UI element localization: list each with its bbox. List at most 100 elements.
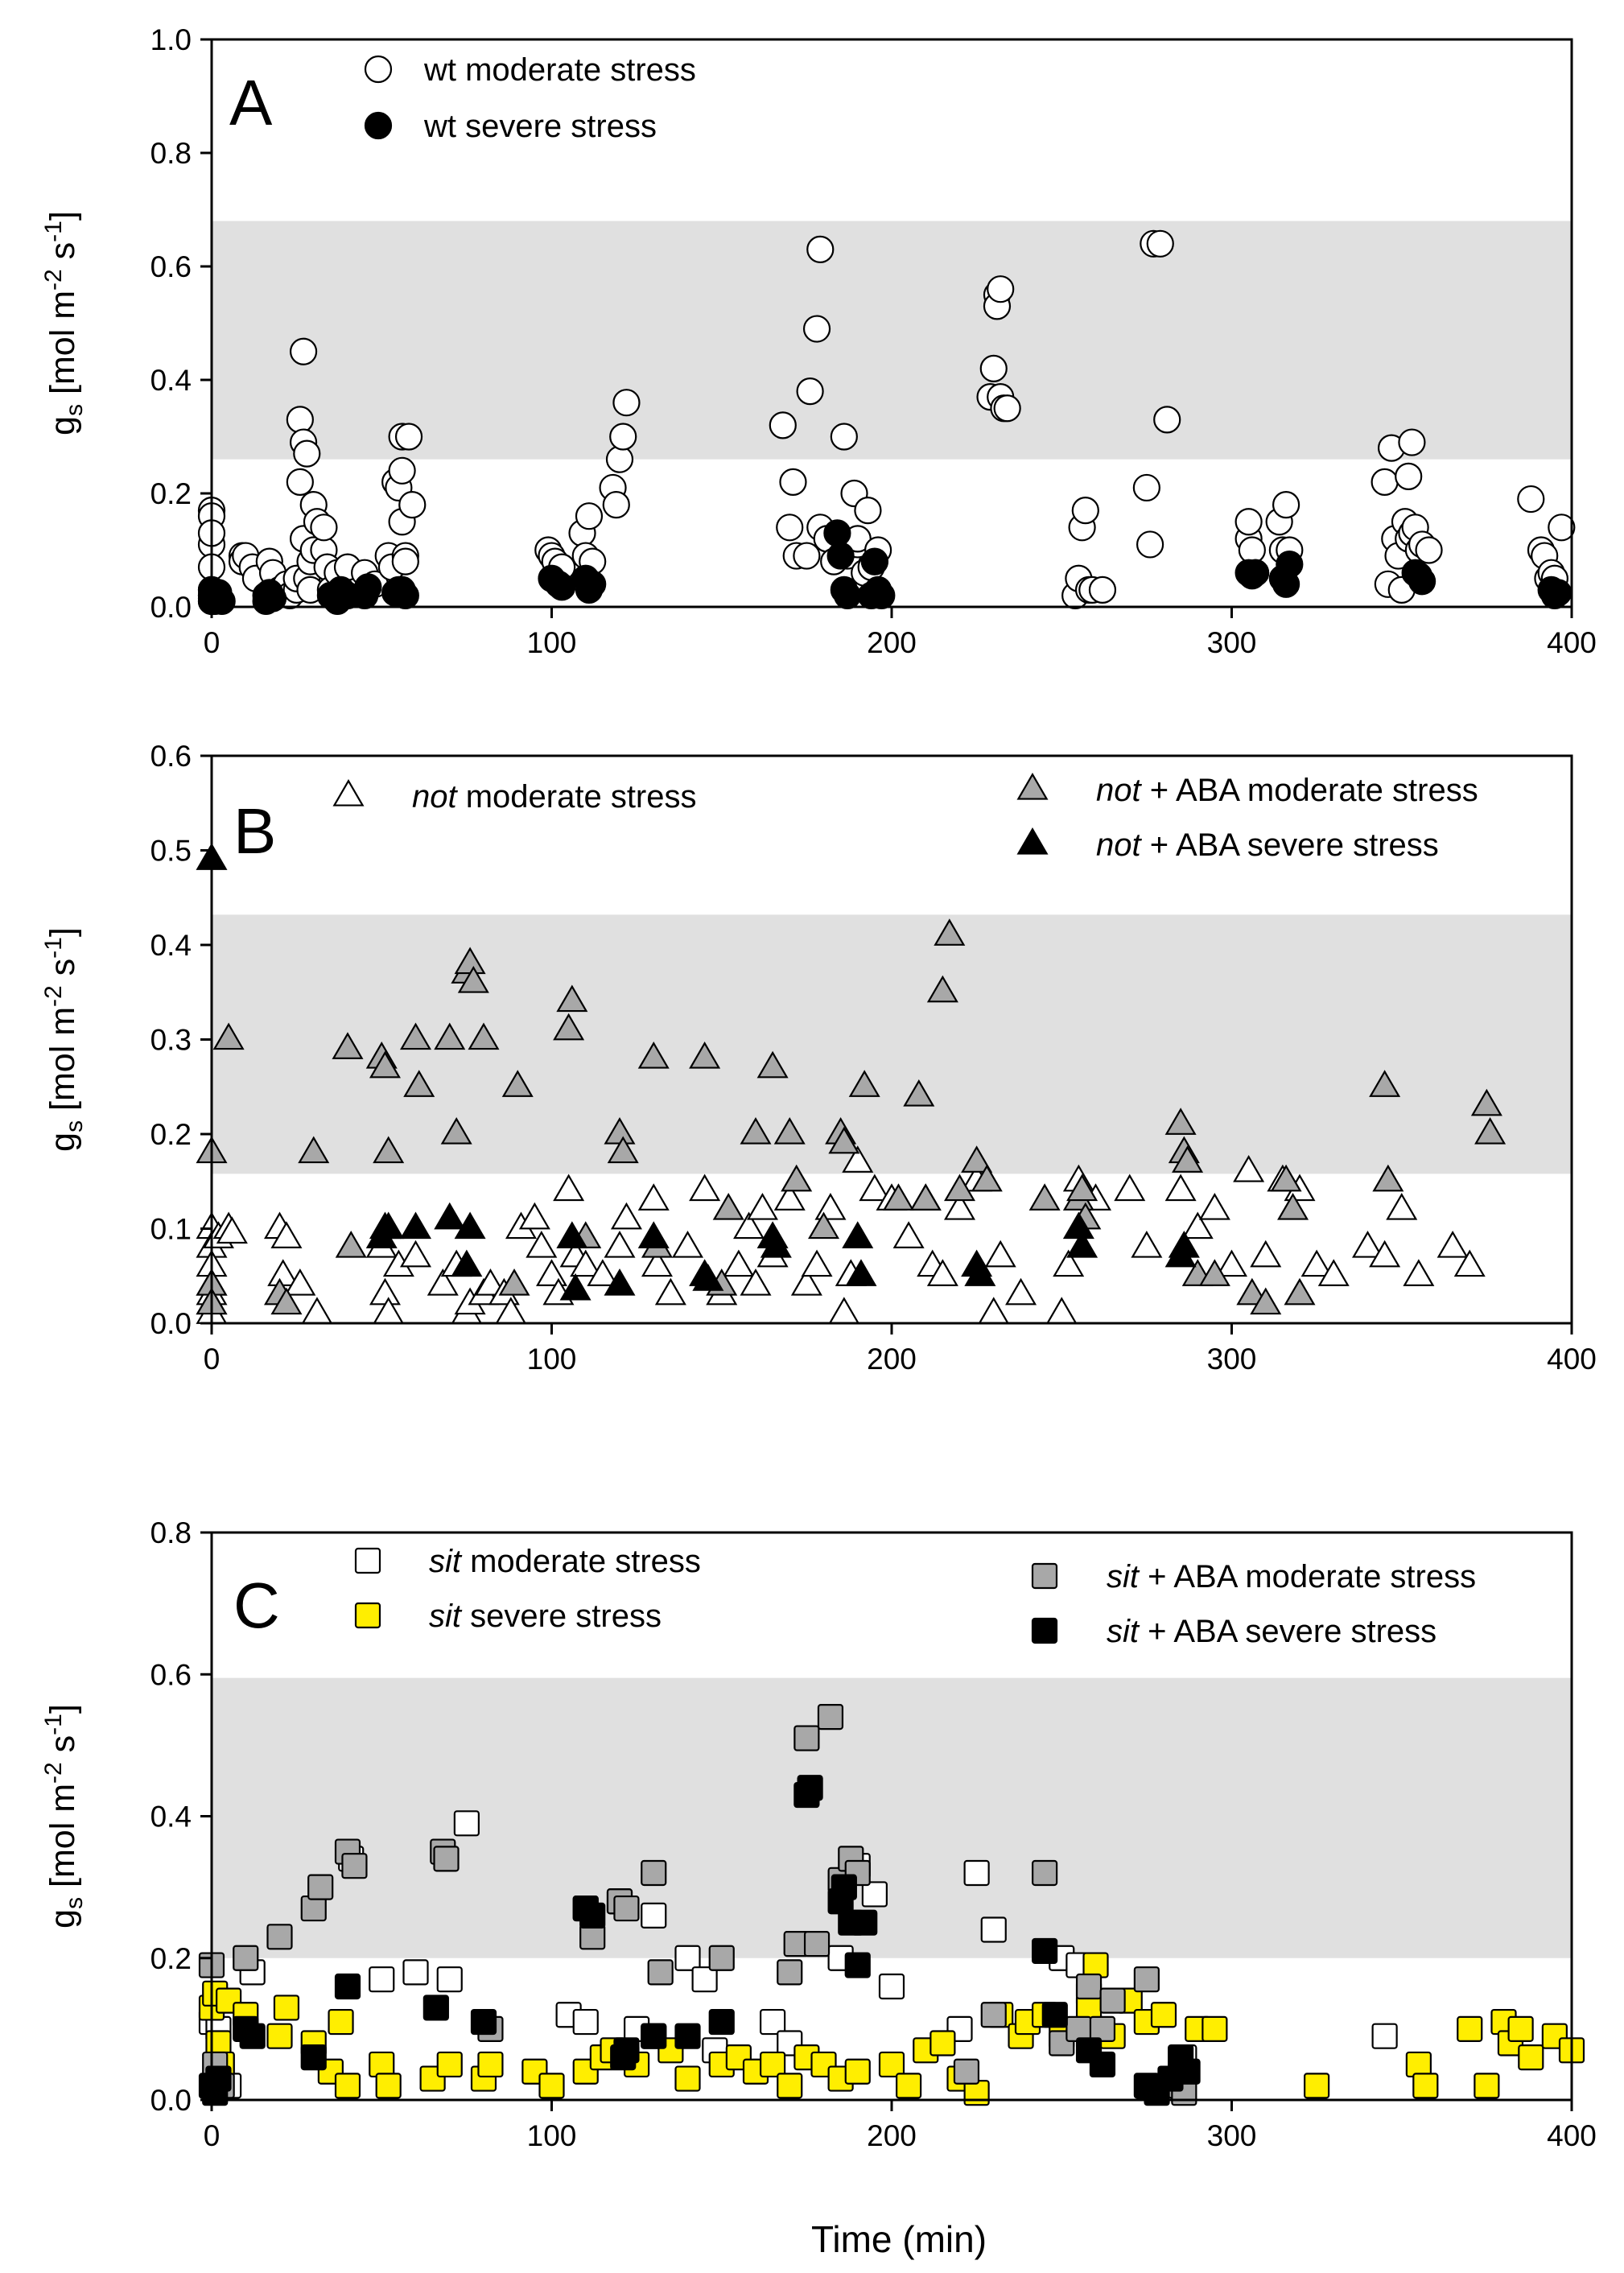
point-notaba_sev <box>845 1259 877 1286</box>
point-not_mod <box>587 1259 619 1286</box>
y-axis-label: gs [mol m-2 s-1] <box>40 211 88 435</box>
point-sitaba_sev <box>1089 2051 1116 2078</box>
legend-marker-not_mod <box>332 778 365 806</box>
panel-label: B <box>233 795 276 867</box>
point-sitaba_sev <box>1174 2058 1201 2085</box>
legend-italic: sit <box>1107 1559 1140 1594</box>
point-notaba_sev <box>556 1221 588 1248</box>
point-not_mod <box>943 1192 976 1220</box>
point-notaba_sev <box>399 1211 432 1240</box>
point-not_mod <box>790 1268 822 1296</box>
point-wt_mod <box>394 423 423 451</box>
point-sit_sev <box>777 2073 803 2099</box>
point-notaba_sev <box>451 1249 483 1277</box>
point-not_mod <box>814 1192 847 1220</box>
point-notaba_mod <box>468 1022 500 1050</box>
point-not_mod <box>1300 1249 1333 1277</box>
point-wt_sev <box>1241 559 1270 587</box>
point-sit_sev <box>1202 2015 1228 2042</box>
legend-label-notaba_sev: not + ABA severe stress <box>1096 827 1439 863</box>
y-label-unit: [mol m <box>43 291 82 404</box>
point-not_mod <box>553 1174 585 1202</box>
point-sitaba_mod <box>341 1853 368 1879</box>
x-tick-label: 400 <box>1547 626 1597 659</box>
point-sit_sev <box>477 2051 504 2078</box>
y-label-exp: -1 <box>40 221 67 242</box>
point-sitaba_sev <box>1032 1937 1058 1965</box>
point-notaba_mod <box>1277 1192 1309 1220</box>
legend-text: moderate stress <box>461 1544 701 1579</box>
point-not_mod <box>216 1216 248 1244</box>
legend-italic: sit <box>429 1599 463 1634</box>
y-label-unit: s <box>43 959 82 985</box>
point-not_mod <box>984 1240 1016 1268</box>
point-wt_sev <box>391 581 419 610</box>
point-sit_mod <box>436 1966 463 1993</box>
point-wt_mod <box>605 445 634 473</box>
legend-label-sit_mod: sit moderate stress <box>429 1544 701 1579</box>
x-tick-label: 0 <box>204 1343 221 1376</box>
y-tick-label: 0.6 <box>150 740 192 773</box>
point-sit_mod <box>572 2008 599 2036</box>
point-not_mod <box>1005 1277 1037 1306</box>
data-points <box>196 843 1507 1324</box>
point-notaba_mod <box>1236 1277 1268 1306</box>
point-wt_sev <box>1408 567 1436 596</box>
point-sitaba_mod <box>266 1924 293 1950</box>
legend-label-wt_mod: wt moderate stress <box>423 52 696 88</box>
point-wt_mod <box>1395 462 1423 490</box>
point-notaba_mod <box>457 965 489 993</box>
x-tick-label: 300 <box>1207 1343 1257 1376</box>
point-sitaba_mod <box>1133 1966 1160 1993</box>
point-wt_sev <box>354 573 382 601</box>
point-wt_mod <box>1548 514 1576 542</box>
point-not_mod <box>518 1202 550 1230</box>
y-axis-label: gs [mol m-2 s-1] <box>40 1704 88 1929</box>
point-not_mod <box>801 1249 833 1277</box>
point-sitaba_sev <box>470 2008 497 2036</box>
point-notaba_mod <box>212 1022 245 1050</box>
point-sit_mod <box>980 1916 1007 1943</box>
panel-label: C <box>233 1570 280 1641</box>
data-points <box>198 1704 1585 2106</box>
point-sitaba_mod <box>641 1859 667 1887</box>
point-sitaba_mod <box>1032 1859 1058 1887</box>
point-notaba_mod <box>882 1183 914 1211</box>
point-not_mod <box>474 1268 506 1296</box>
point-notaba_sev <box>434 1202 466 1230</box>
point-wt_sev <box>860 547 888 575</box>
point-notaba_mod <box>903 1079 935 1107</box>
y-label-close: ] <box>43 1704 82 1714</box>
point-sitaba_sev <box>239 2023 266 2049</box>
point-not_mod <box>1131 1230 1163 1258</box>
legend-label-sitaba_sev: sit + ABA severe stress <box>1107 1614 1436 1649</box>
point-wt_mod <box>293 439 321 468</box>
point-sitaba_mod <box>1099 1987 1126 2014</box>
point-sit_sev <box>674 2065 701 2092</box>
y-label-exp: -1 <box>40 937 67 959</box>
y-tick-label: 0.4 <box>150 1801 192 1834</box>
point-sit_mod <box>674 1945 701 1971</box>
point-sit_mod <box>641 1902 667 1929</box>
legend-text: wt moderate stress <box>423 52 696 88</box>
point-sitaba_mod <box>647 1959 674 1986</box>
point-notaba_mod <box>498 1268 530 1296</box>
point-notaba_mod <box>1250 1287 1282 1315</box>
point-notaba_mod <box>773 1116 806 1145</box>
panel-c: 0 100 200 300 400 0.0 0.2 0.4 0.6 0.8 gs [mol m-2 … <box>40 1516 1597 2152</box>
point-not_mod <box>740 1268 772 1296</box>
point-wt_mod <box>993 394 1021 423</box>
point-wt_mod <box>602 490 630 519</box>
legend-italic: sit <box>429 1544 463 1579</box>
point-wt_mod <box>286 406 314 434</box>
point-wt_mod <box>1238 536 1266 564</box>
point-notaba_mod <box>440 1116 472 1145</box>
point-sitaba_mod <box>803 1931 831 1957</box>
y-label-exp: -1 <box>40 1714 67 1735</box>
point-not_mod <box>1233 1154 1265 1182</box>
legend-marker-sit_sev <box>354 1602 381 1629</box>
point-not_mod <box>604 1230 636 1258</box>
point-notaba_mod <box>971 1164 1003 1192</box>
